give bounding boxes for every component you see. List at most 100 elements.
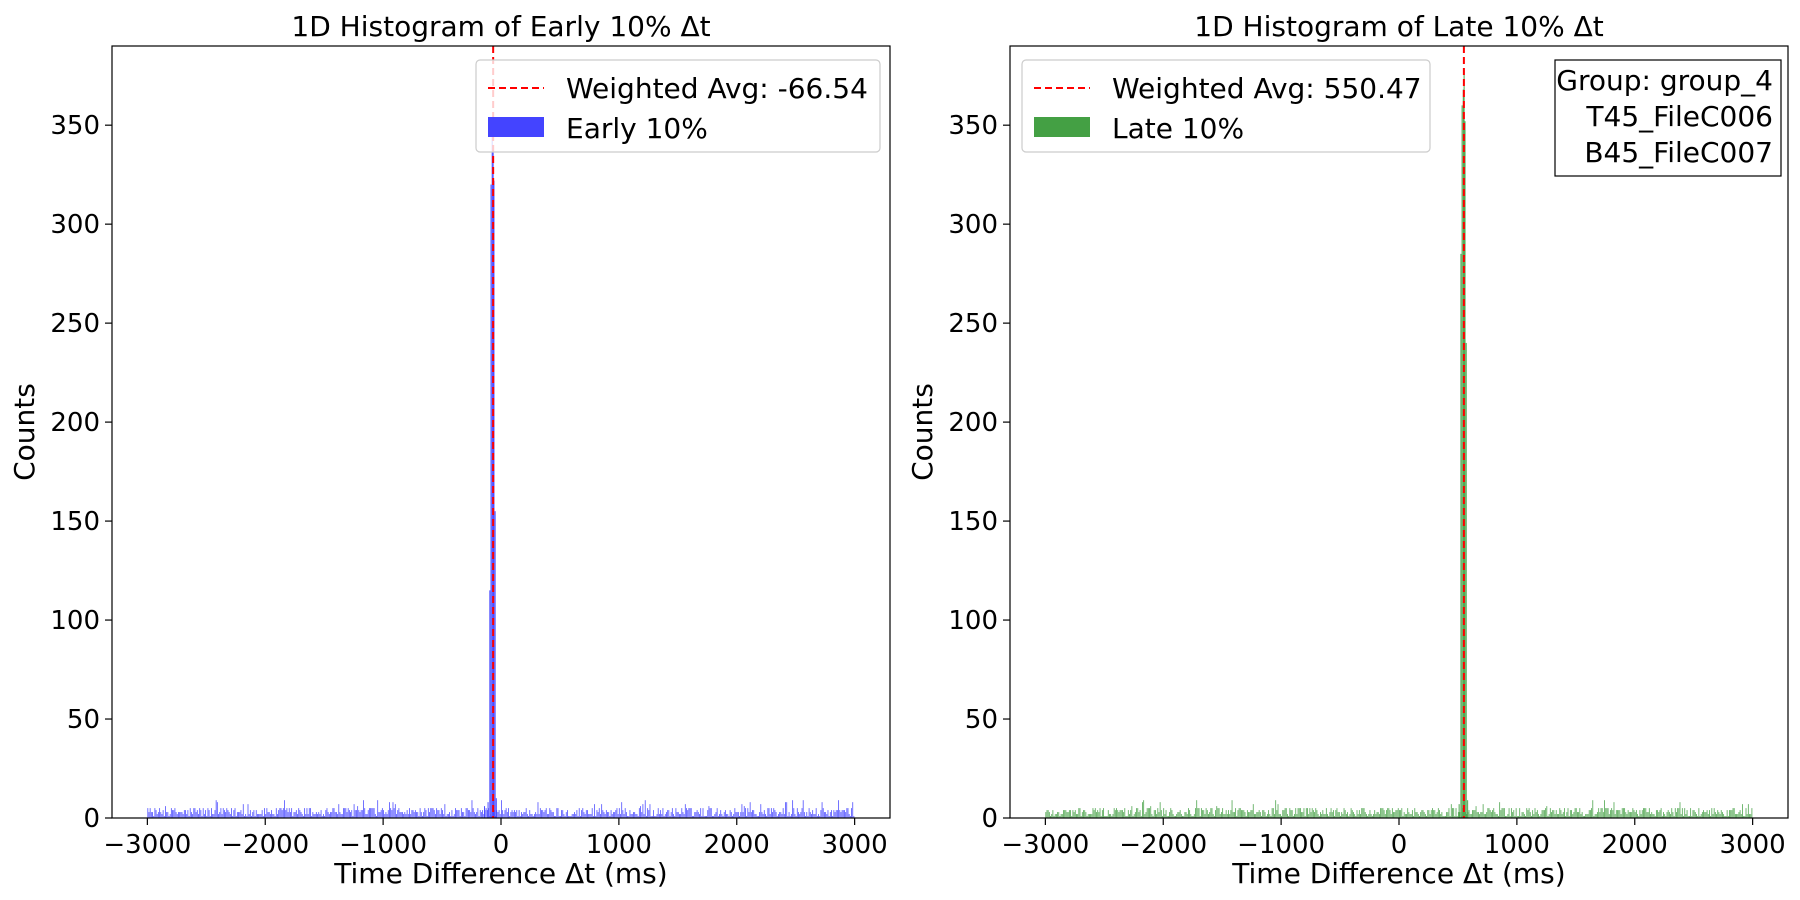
late-noise-bar — [1360, 814, 1361, 818]
early-noise-bar — [709, 808, 711, 818]
early-noise-bar — [471, 800, 473, 818]
early-noise-bar — [239, 812, 241, 818]
early-noise-bar — [612, 812, 614, 818]
early-noise-bar — [651, 816, 653, 818]
early-noise-bar — [756, 816, 758, 818]
late-noise-bar — [1474, 810, 1476, 818]
early-noise-bar — [642, 804, 644, 818]
late-noise-bar — [1436, 812, 1438, 818]
early-noise-bar — [173, 810, 175, 818]
late-noise-bar — [1493, 808, 1495, 818]
early-noise-bar — [518, 810, 520, 818]
early-peak-bar — [487, 802, 489, 818]
late-noise-bar — [1369, 810, 1371, 818]
early-noise-bar — [418, 816, 420, 818]
early-noise-bar — [245, 814, 247, 818]
late-noise-bar — [1381, 808, 1383, 818]
late-noise-bar — [1322, 810, 1324, 818]
early-noise-bar — [793, 808, 795, 818]
late-noise-bar — [1334, 816, 1336, 818]
early-noise-bar — [478, 816, 480, 818]
early-noise-bar — [472, 808, 474, 818]
early-noise-bar — [526, 814, 528, 818]
late-noise-bar — [1424, 814, 1426, 818]
late-noise-bar — [1667, 810, 1669, 818]
late-noise-bar — [1440, 814, 1442, 818]
late-noise-bar — [1053, 816, 1055, 818]
late-noise-bar — [1749, 814, 1750, 818]
early-noise-bar — [161, 814, 163, 818]
early-noise-bar — [176, 814, 178, 818]
early-noise-bar — [452, 816, 454, 818]
early-x-tick-label: −1000 — [339, 830, 427, 860]
early-noise-bar — [246, 816, 248, 818]
early-noise-bar — [565, 812, 567, 818]
early-noise-bar — [539, 808, 541, 818]
late-noise-bar — [1371, 816, 1373, 818]
early-noise-bar — [523, 812, 525, 818]
late-noise-bar — [1236, 816, 1238, 818]
early-noise-bar — [293, 812, 295, 818]
early-noise-bar — [313, 814, 315, 818]
late-noise-bar — [1329, 812, 1331, 818]
late-noise-bar — [1281, 816, 1282, 818]
early-noise-bar — [535, 812, 537, 818]
late-noise-bar — [1152, 816, 1154, 818]
early-noise-bar — [728, 816, 730, 818]
early-noise-bar — [295, 810, 297, 818]
late-noise-bar — [1532, 810, 1534, 818]
early-noise-bar — [546, 814, 548, 818]
early-noise-bar — [605, 810, 607, 818]
late-noise-bar — [1154, 810, 1156, 818]
early-noise-bar — [710, 808, 712, 818]
late-noise-bar — [1209, 812, 1211, 818]
early-noise-bar — [603, 812, 605, 818]
late-noise-bar — [1677, 808, 1679, 818]
early-noise-bar — [763, 810, 765, 818]
early-noise-bar — [552, 812, 554, 818]
late-noise-bar — [1554, 814, 1556, 818]
late-noise-bar — [1131, 806, 1133, 818]
early-noise-bar — [337, 814, 339, 818]
early-noise-bar — [558, 816, 560, 818]
late-noise-bar — [1238, 808, 1240, 818]
late-noise-bar — [1450, 804, 1452, 818]
late-noise-bar — [1750, 814, 1752, 818]
late-noise-bar — [1271, 808, 1273, 818]
late-noise-bar — [1256, 812, 1258, 818]
late-noise-bar — [1173, 816, 1175, 818]
late-noise-bar — [1652, 814, 1654, 818]
early-noise-bar — [555, 816, 557, 818]
late-noise-bar — [1065, 810, 1067, 818]
late-noise-bar — [1613, 802, 1615, 818]
early-noise-bar — [284, 800, 285, 818]
late-noise-bar — [1358, 810, 1360, 818]
late-noise-bar — [1351, 810, 1353, 818]
early-y-tick-label: 0 — [83, 804, 100, 834]
late-noise-bar — [1204, 814, 1206, 818]
late-noise-bar — [1224, 814, 1226, 818]
late-noise-bar — [1420, 812, 1422, 818]
late-noise-bar — [1107, 810, 1109, 818]
early-noise-bar — [466, 808, 468, 818]
early-noise-bar — [584, 814, 586, 818]
late-noise-bar — [1344, 810, 1346, 818]
late-noise-bar — [1553, 810, 1555, 818]
early-noise-bar — [172, 810, 173, 818]
early-noise-bar — [739, 816, 740, 818]
early-noise-bar — [589, 814, 591, 818]
early-noise-bar — [684, 804, 686, 818]
early-noise-bar — [413, 812, 415, 818]
late-noise-bar — [1631, 812, 1633, 818]
early-legend-avg-label: Weighted Avg: -66.54 — [566, 72, 868, 105]
early-noise-bar — [278, 810, 280, 818]
early-noise-bar — [643, 814, 645, 818]
late-noise-bar — [1601, 808, 1603, 818]
late-legend-series-swatch — [1034, 117, 1090, 137]
early-x-axis: −3000 −2000 −1000 0 1000 2000 3000 — [103, 818, 888, 860]
late-noise-bar — [1348, 816, 1350, 818]
late-noise-bar — [1226, 814, 1228, 818]
late-noise-bar — [1215, 810, 1216, 818]
late-noise-bar — [1169, 812, 1171, 818]
early-noise-bar — [781, 814, 783, 818]
